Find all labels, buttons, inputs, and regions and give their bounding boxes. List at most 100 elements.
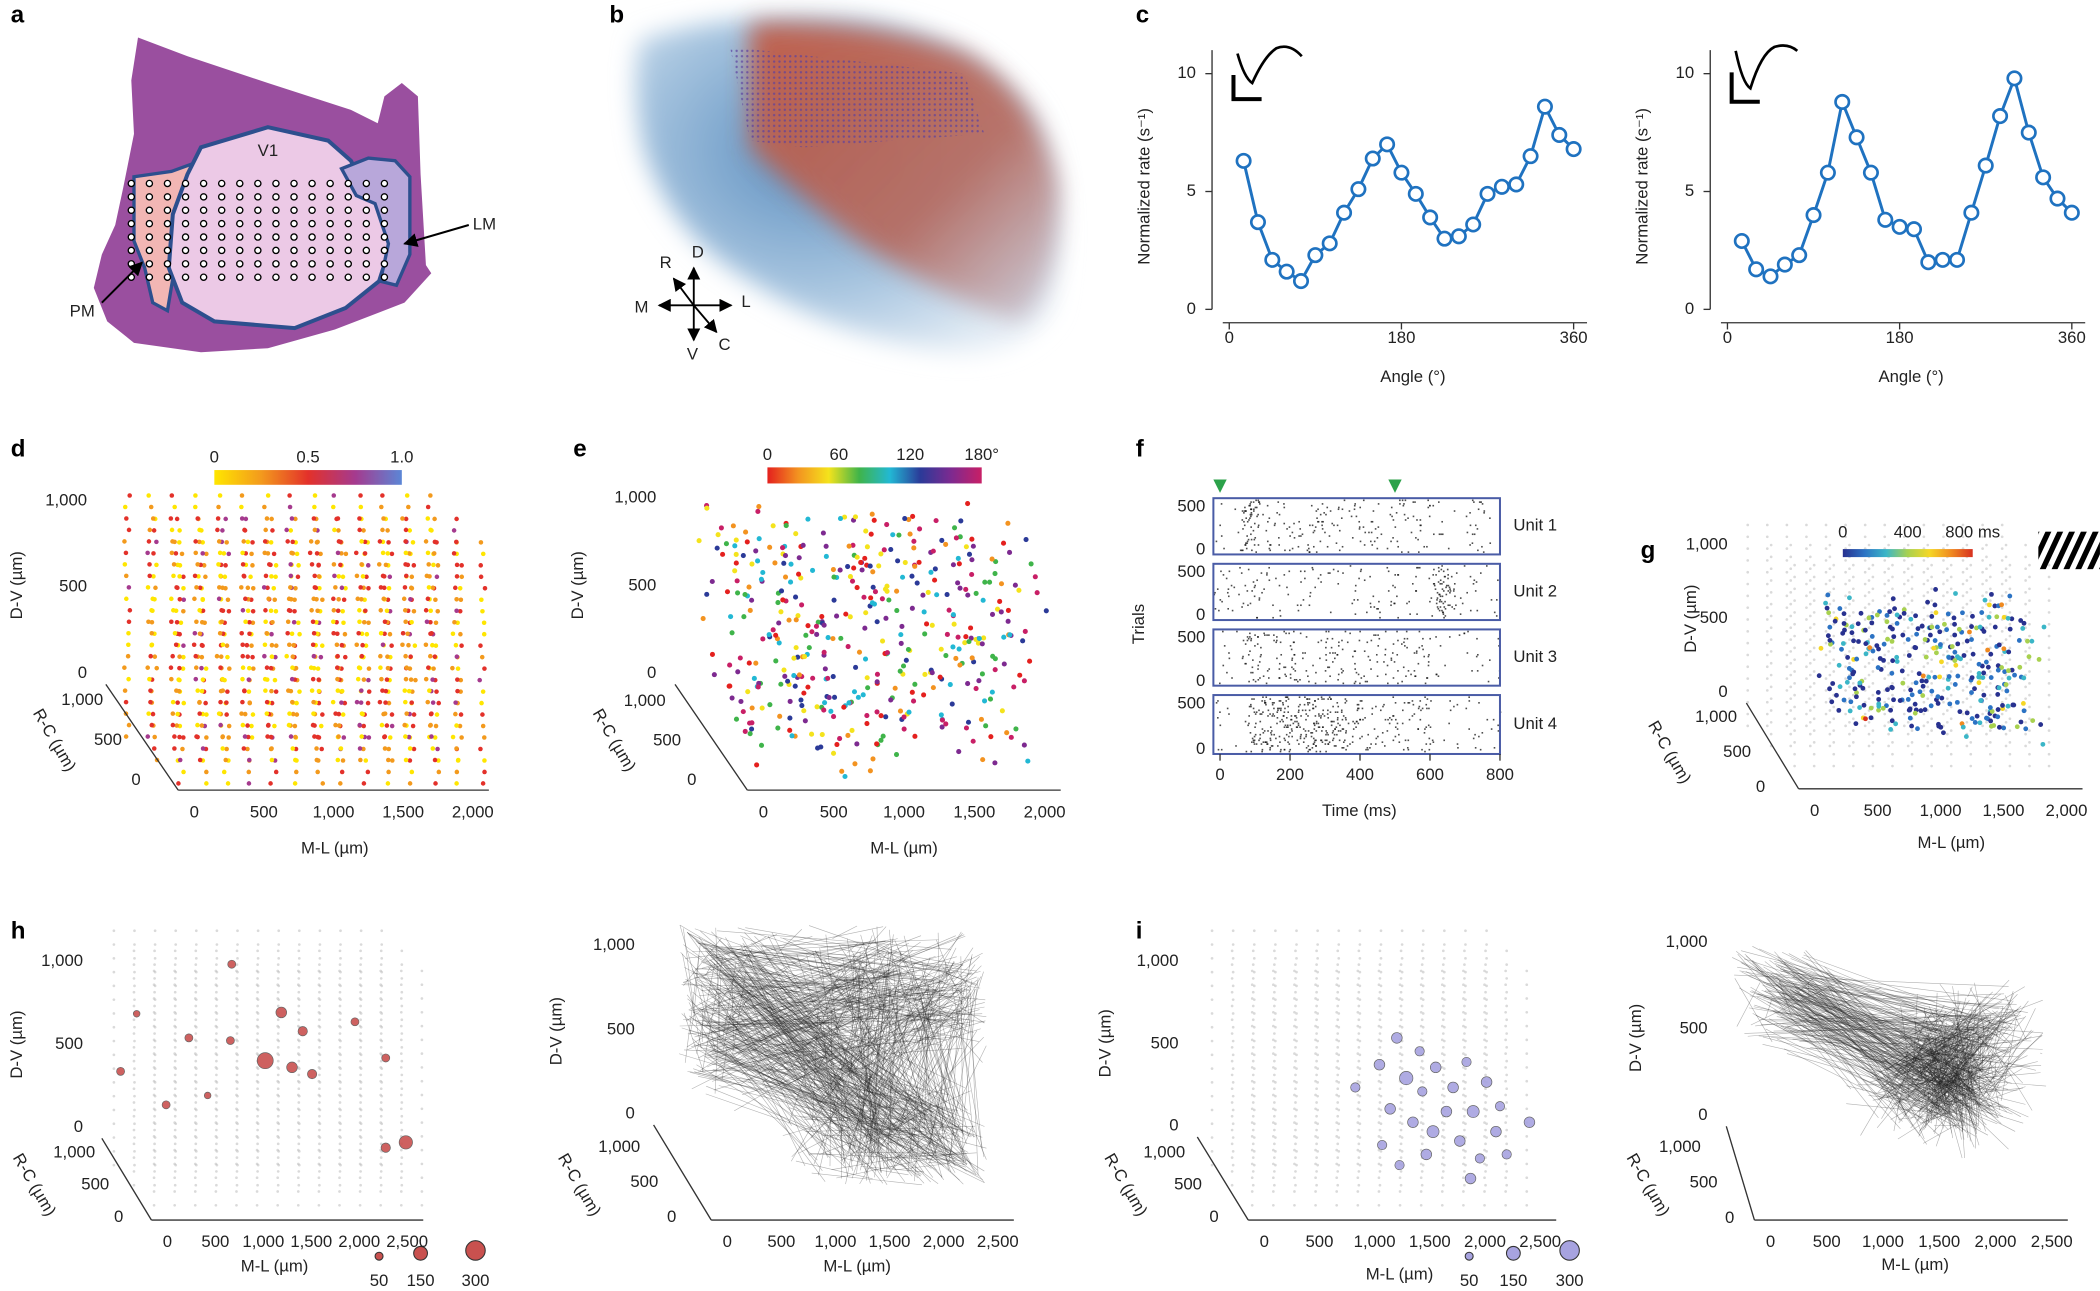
spike [1354,668,1357,670]
unit-point [898,640,904,646]
recording-site [1942,641,1945,645]
spike [1245,750,1248,753]
unit-point [1933,587,1938,592]
recording-site [1887,673,1890,677]
unit-point [2018,618,2024,623]
spike [1250,639,1252,642]
spike [1351,602,1354,605]
unit-point [841,704,847,710]
spike [1340,668,1343,670]
site [362,193,371,201]
recording-site [173,1142,177,1146]
spike [1283,522,1286,525]
recording-site [1746,523,1750,527]
recording-site [2047,599,2051,602]
spike [1479,748,1482,751]
spike [1305,747,1308,749]
spike [1267,715,1269,717]
spike [1250,513,1253,516]
unit-point [1020,638,1026,644]
rc-axis-label: R-C (µm) [29,705,80,774]
spike [1258,501,1260,503]
recording-site [338,746,344,751]
recording-site [191,642,197,648]
recording-site [1832,717,1836,721]
recording-site [409,700,414,705]
spike [1466,591,1468,594]
recording-site [318,1025,322,1029]
spike [1321,524,1323,527]
spike [1219,682,1221,685]
hub-unit [398,1135,413,1150]
spike [1425,703,1428,706]
recording-site [215,1108,219,1112]
spike [1310,735,1313,738]
size-legend-marker [374,1251,384,1261]
recording-site [289,516,295,521]
spike [1467,630,1469,633]
connection [836,969,899,1003]
unit-point [809,629,815,635]
site [236,260,244,268]
spike [1422,637,1424,640]
recording-site [153,1128,156,1132]
recording-site [276,1128,280,1132]
recording-site [194,1149,198,1153]
spike [1249,503,1252,505]
recording-site [2028,752,2031,756]
recording-site [1789,638,1793,641]
site [344,273,353,281]
spike [1426,545,1428,548]
rc-tick-label: 0 [1756,777,1765,796]
recording-site [297,956,301,960]
recording-site [380,573,386,579]
unit-point [1909,692,1915,698]
recording-site [1910,658,1914,662]
recording-site [1824,724,1828,728]
recording-site [1949,705,1953,709]
spike [1385,673,1387,676]
unit-point [1986,602,1992,608]
recording-site [1844,606,1847,610]
site [362,273,371,281]
recording-site [112,1136,116,1139]
spike [1307,675,1309,678]
recording-site [359,1073,362,1077]
unit-point [855,694,861,700]
spike [1401,499,1404,502]
unit-point [1923,678,1929,684]
spike [1241,549,1243,552]
spike [1281,718,1283,721]
spike [1341,545,1344,548]
recording-site [236,1081,239,1084]
recording-site [1867,673,1871,677]
recording-site [276,963,280,966]
recording-site [1949,764,1953,768]
recording-site [1812,575,1816,579]
recording-site [1985,567,1988,571]
spike [1321,503,1324,505]
connection [684,967,972,1115]
recording-site [204,769,209,775]
recording-site [235,1046,239,1049]
unit-point [746,660,752,666]
spike [1441,588,1444,590]
recording-site [319,746,324,752]
stimulus-onset [1213,479,1227,493]
spike [1477,653,1479,656]
unit-point [747,731,753,737]
recording-site [151,528,157,533]
recording-site [400,642,405,648]
spike [1406,646,1408,649]
recording-site [174,956,178,960]
connection [682,973,709,983]
unit-point [1851,638,1856,644]
spike [1400,551,1403,553]
spike [1309,524,1311,527]
recording-site [318,1059,321,1063]
recording-site [1922,535,1926,539]
spike [1304,709,1307,712]
recording-site [403,676,409,682]
recording-site [2028,729,2031,732]
unit-point [1935,694,1941,700]
